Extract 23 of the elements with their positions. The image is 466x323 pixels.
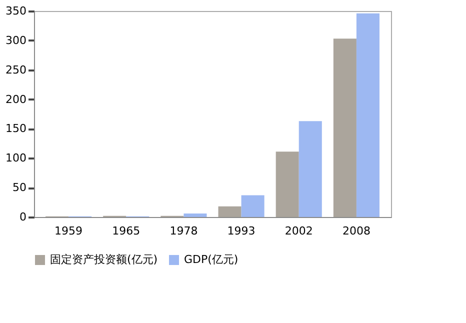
bar [241, 195, 264, 217]
x-tick-label: 1959 [54, 224, 83, 238]
y-tick-label: 200 [6, 92, 26, 106]
x-tick-label: 1978 [170, 224, 198, 238]
legend-label: GDP(亿元) [184, 253, 238, 266]
y-tick-label: 350 [6, 4, 26, 18]
y-tick-label: 100 [6, 152, 26, 165]
bar [333, 38, 356, 217]
x-tick-label: 2008 [342, 224, 370, 238]
y-tick-label: 150 [6, 122, 26, 136]
x-tick-label: 2002 [284, 224, 313, 238]
x-tick-label: 1965 [112, 224, 140, 238]
bar [298, 121, 322, 217]
bar [184, 213, 207, 217]
y-tick-label: 0 [20, 210, 26, 224]
bar [276, 152, 299, 217]
y-tick-label: 250 [6, 63, 26, 76]
bar [356, 13, 380, 217]
y-tick-label: 300 [6, 34, 26, 47]
bar [218, 206, 242, 217]
legend-label: 固定资产投资额(亿元) [50, 253, 158, 266]
y-tick-label: 50 [12, 181, 26, 194]
x-tick-label: 1993 [227, 224, 256, 238]
